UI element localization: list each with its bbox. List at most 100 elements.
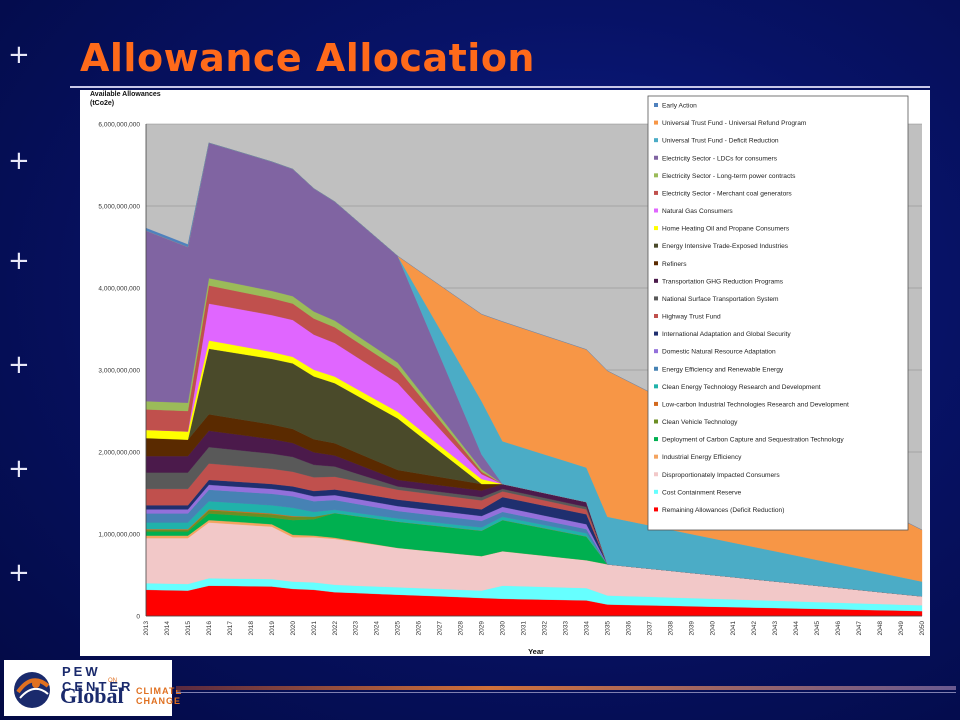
legend-entry: Remaining Allowances (Deficit Reduction): [662, 507, 784, 514]
legend-entry: Electricity Sector - Long-term power con…: [662, 173, 796, 180]
legend-entry: Cost Containment Reserve: [662, 489, 741, 496]
legend-swatch: [654, 419, 658, 424]
logo-change-word: CHANGE: [136, 696, 182, 706]
legend-entry: Electricity Sector - Merchant coal gener…: [662, 190, 792, 197]
y-tick-label: 6,000,000,000: [98, 122, 140, 129]
x-tick-label: 2028: [458, 621, 465, 636]
x-tick-label: 2049: [898, 621, 905, 636]
footer-line: [176, 692, 956, 693]
x-tick-label: 2017: [227, 621, 234, 636]
title-rule: [70, 86, 930, 88]
x-tick-label: 2041: [730, 621, 737, 636]
y-tick-label: 2,000,000,000: [98, 450, 140, 457]
logo-pew-text: PEW CENTER: [62, 664, 134, 694]
legend-swatch: [654, 331, 658, 336]
legend-swatch: [654, 278, 658, 283]
legend-entry: Low-carbon Industrial Technologies Resea…: [662, 401, 849, 408]
x-tick-label: 2038: [667, 621, 674, 636]
x-tick-label: 2042: [751, 621, 758, 636]
legend-swatch: [654, 314, 658, 318]
plus-bullet-icon: +: [8, 454, 30, 484]
legend-swatch: [654, 155, 658, 160]
legend-entry: Early Action: [662, 103, 697, 110]
x-tick-label: 2037: [646, 621, 653, 636]
legend-entry: Domestic Natural Resource Adaptation: [662, 349, 776, 356]
x-tick-label: 2031: [521, 621, 528, 636]
legend-entry: National Surface Transportation System: [662, 296, 779, 303]
legend-swatch: [654, 401, 658, 406]
x-tick-label: 2030: [500, 621, 507, 636]
x-tick-label: 2050: [919, 621, 926, 636]
x-axis-title: Year: [528, 647, 544, 656]
legend-swatch: [654, 261, 658, 266]
footer-bar: [176, 686, 956, 690]
legend-entry: Clean Vehicle Technology: [662, 419, 738, 426]
x-tick-label: 2047: [856, 621, 863, 636]
legend-swatch: [654, 243, 658, 248]
legend-entry: Clean Energy Technology Research and Dev…: [662, 384, 821, 391]
x-tick-label: 2032: [541, 621, 548, 636]
logo-climate-word: CLIMATE: [136, 686, 183, 696]
legend-entry: Universal Trust Fund - Deficit Reduction: [662, 138, 779, 145]
legend-swatch: [654, 120, 658, 125]
legend-swatch: [654, 208, 658, 213]
logo-climate-text: CLIMATE CHANGE: [136, 686, 182, 706]
x-tick-label: 2044: [793, 621, 800, 636]
y-tick-label: 5,000,000,000: [98, 204, 140, 211]
x-tick-label: 2045: [814, 621, 821, 636]
x-tick-label: 2048: [877, 621, 884, 636]
legend-swatch: [654, 507, 658, 512]
globe-swirl-icon: [14, 672, 50, 708]
legend-swatch: [654, 454, 658, 459]
legend-entry: Disproportionately Impacted Consumers: [662, 472, 780, 479]
chart-svg: 0 1,000,000,000 2,000,000,000 3,000,000,000…: [90, 91, 926, 656]
x-tick-label: 2024: [374, 621, 381, 636]
legend-entry: Natural Gas Consumers: [662, 208, 733, 215]
logo-global-text: Global: [60, 683, 124, 708]
x-tick-label: 2022: [332, 621, 339, 636]
plus-bullet-icon: +: [8, 40, 30, 70]
y-tick-label: 0: [136, 614, 140, 621]
x-tick-label: 2043: [772, 621, 779, 636]
legend-entry: Energy Intensive Trade-Exposed Industrie…: [662, 243, 789, 250]
x-tick-label: 2018: [248, 621, 255, 636]
logo-on-text: ON: [108, 678, 117, 684]
legend-swatch: [654, 296, 658, 301]
y-axis-title: Available Allowances: [90, 91, 161, 98]
plus-bullet-icon: +: [8, 350, 30, 380]
legend-swatch: [654, 138, 658, 143]
x-tick-label: 2023: [353, 621, 360, 636]
legend-entry: Universal Trust Fund - Universal Refund …: [662, 120, 807, 127]
legend-entry: Refiners: [662, 261, 687, 268]
legend-swatch: [654, 489, 658, 494]
legend-entry: Industrial Energy Efficiency: [662, 454, 742, 461]
allowance-chart: 0 1,000,000,000 2,000,000,000 3,000,000,000…: [80, 90, 930, 656]
x-tick-label: 2033: [562, 621, 569, 636]
x-tick-label: 2025: [395, 621, 402, 636]
plus-bullet-icon: +: [8, 558, 30, 588]
x-tick-label: 2020: [290, 621, 297, 636]
y-tick-label: 3,000,000,000: [98, 368, 140, 375]
legend-entry: Deployment of Carbon Capture and Sequest…: [662, 437, 844, 444]
legend-swatch: [654, 472, 658, 477]
x-tick-label: 2014: [164, 621, 171, 636]
legend-swatch: [654, 366, 658, 371]
x-tick-label: 2029: [479, 621, 486, 636]
x-tick-label: 2015: [185, 621, 192, 636]
x-tick-label: 2026: [416, 621, 423, 636]
legend-swatch: [654, 226, 658, 231]
x-tick-label: 2034: [583, 621, 590, 636]
legend-swatch: [654, 173, 658, 178]
legend-swatch: [654, 384, 658, 389]
x-tick-label: 2036: [625, 621, 632, 636]
legend-swatch: [654, 349, 658, 354]
legend-entry: Highway Trust Fund: [662, 314, 721, 321]
area-series-23: [145, 142, 923, 531]
slide-title: Allowance Allocation: [80, 36, 535, 80]
x-tick-label: 2016: [206, 621, 213, 636]
legend-entry: Transportation GHG Reduction Programs: [662, 278, 784, 285]
y-tick-label: 1,000,000,000: [98, 532, 140, 539]
x-tick-label: 2027: [437, 621, 444, 636]
legend-swatch: [654, 103, 658, 107]
legend-entry: Electricity Sector - LDCs for consumers: [662, 155, 778, 162]
